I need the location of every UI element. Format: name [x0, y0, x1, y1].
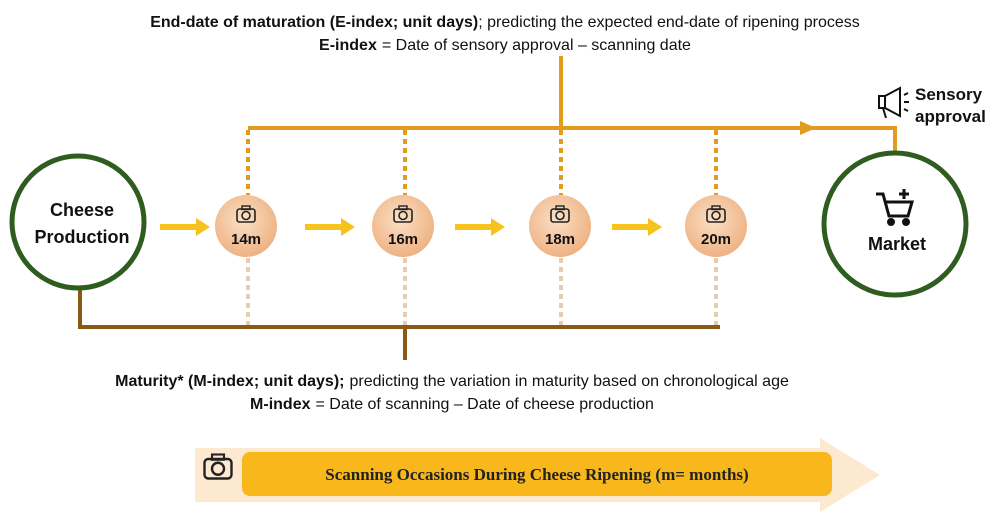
production-node: [9, 153, 147, 291]
m-index-lines: [78, 290, 720, 360]
sensory-label: approval: [915, 107, 986, 126]
megaphone-icon: [878, 86, 909, 119]
scan-label: 20m: [701, 231, 731, 248]
scan-nodes: [215, 195, 747, 257]
sensory-label: Sensory: [915, 85, 983, 104]
dotted-lines: [246, 130, 718, 195]
scan-label: 18m: [545, 231, 575, 248]
banner-box: [242, 452, 832, 496]
e-index-title: End-date of maturation (E-index; unit da…: [150, 14, 860, 31]
m-index-formula: M-index = Date of scanning – Date of chee…: [250, 396, 654, 413]
e-index-lines: [248, 56, 897, 152]
production-label: Production: [35, 227, 130, 247]
e-index-formula: E-index = Date of sensory approval – scan…: [319, 37, 691, 54]
production-label: Cheese: [50, 200, 114, 220]
cart-icon: [876, 189, 914, 226]
market-node: [821, 150, 969, 298]
market-label: Market: [868, 234, 926, 254]
arrow-head: [800, 121, 816, 135]
banner-label: Scanning Occasions During Cheese Ripenin…: [325, 465, 748, 484]
m-index-title: Maturity* (M-index; unit days); predictin…: [115, 373, 789, 390]
scan-label: 14m: [231, 231, 261, 248]
scan-label: 16m: [388, 231, 418, 248]
flow-arrows: [160, 218, 662, 236]
dotted-lines-lower: [246, 258, 718, 325]
